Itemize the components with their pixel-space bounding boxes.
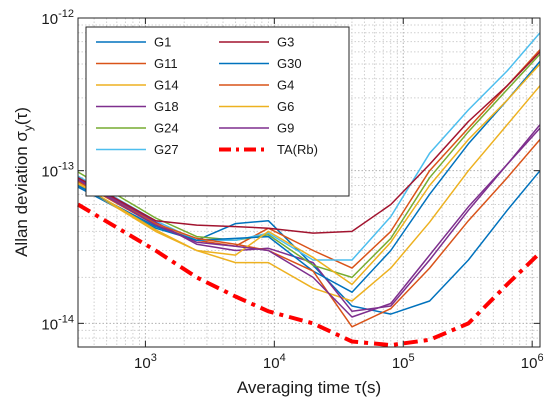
x-tick-label-exponent: 6 xyxy=(537,352,543,364)
legend-label: G24 xyxy=(154,121,179,136)
legend-box xyxy=(85,26,350,197)
y-tick-label: 10-12 xyxy=(41,8,74,28)
y-tick-label-base: 10 xyxy=(41,164,58,181)
x-axis-label: Averaging time τ(s) xyxy=(237,378,381,397)
legend-label: G3 xyxy=(277,35,294,50)
x-tick-label: 105 xyxy=(392,352,415,372)
y-tick-label-base: 10 xyxy=(41,11,58,28)
legend-label: G11 xyxy=(154,56,178,71)
x-tick-label-base: 10 xyxy=(392,355,409,372)
x-tick-label: 104 xyxy=(263,352,286,372)
legend-label: G27 xyxy=(154,142,179,157)
series-line-g30 xyxy=(77,60,541,293)
legend: G1 G11 G14 G18 G24 G27 G3 G30 G4 G6 G9 TA(Rb) xyxy=(85,26,350,197)
x-tick-label-exponent: 5 xyxy=(409,352,415,364)
y-tick-label: 10-14 xyxy=(41,313,74,333)
y-tick-label-exponent: -14 xyxy=(58,313,74,325)
legend-label: G18 xyxy=(154,99,179,114)
y-axis-label-tail: (τ) xyxy=(12,107,31,125)
series-line-g9 xyxy=(77,127,541,318)
legend-label: G1 xyxy=(154,35,171,50)
series-line-g4 xyxy=(77,139,541,328)
x-tick-label-exponent: 4 xyxy=(280,352,286,364)
x-tick-label: 106 xyxy=(521,352,544,372)
series-line-g6 xyxy=(77,63,541,286)
plot-series xyxy=(76,32,542,348)
x-tick-label-base: 10 xyxy=(134,355,151,372)
legend-label: G4 xyxy=(277,78,294,93)
x-tick-label-base: 10 xyxy=(521,355,538,372)
y-axis-label-subscript: y xyxy=(21,125,35,131)
x-tick-label: 103 xyxy=(134,352,157,372)
y-tick-label: 10-13 xyxy=(41,161,74,181)
series-line-g27 xyxy=(77,32,541,261)
legend-label: G14 xyxy=(154,78,179,93)
legend-label: G9 xyxy=(277,121,294,136)
plot-frame xyxy=(77,17,541,348)
legend-label: TA(Rb) xyxy=(277,142,318,157)
y-axis-label-main: Allan deviation σ xyxy=(12,131,31,257)
series-line-g18 xyxy=(77,124,541,313)
series-line-ta-rb xyxy=(76,202,542,348)
x-tick-label-base: 10 xyxy=(263,355,280,372)
y-tick-label-exponent: -12 xyxy=(58,8,74,20)
legend-label: G30 xyxy=(277,56,302,71)
series-line-g3 xyxy=(77,51,541,234)
x-tick-label-exponent: 3 xyxy=(151,352,157,364)
y-tick-label-base: 10 xyxy=(41,316,58,333)
legend-label: G6 xyxy=(277,99,294,114)
y-tick-label-exponent: -13 xyxy=(58,161,74,173)
y-axis-label: Allan deviation σy(τ) xyxy=(12,107,35,257)
